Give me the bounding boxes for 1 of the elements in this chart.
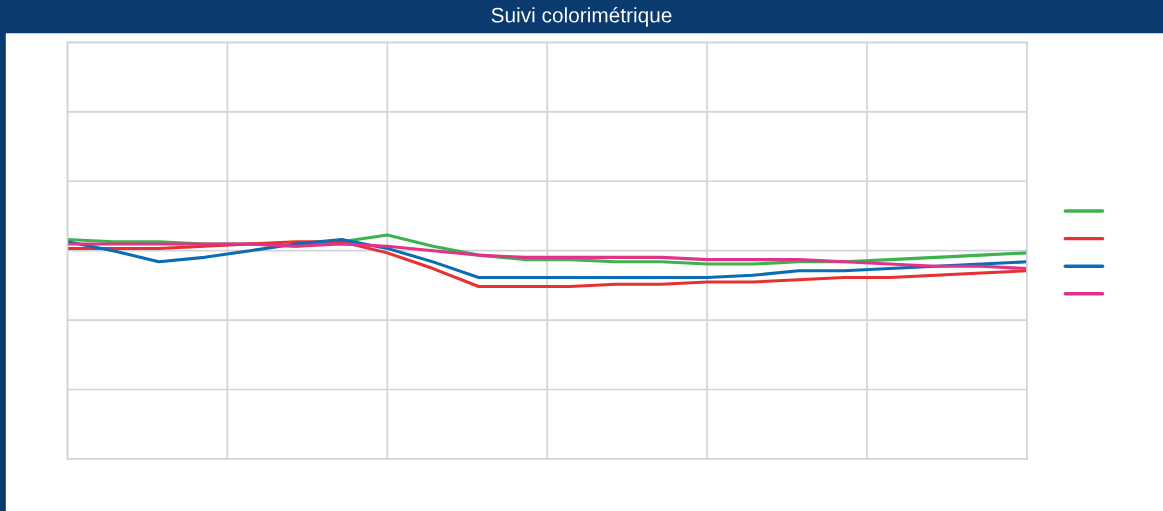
chart-title: Suivi colorimétrique: [491, 7, 672, 27]
